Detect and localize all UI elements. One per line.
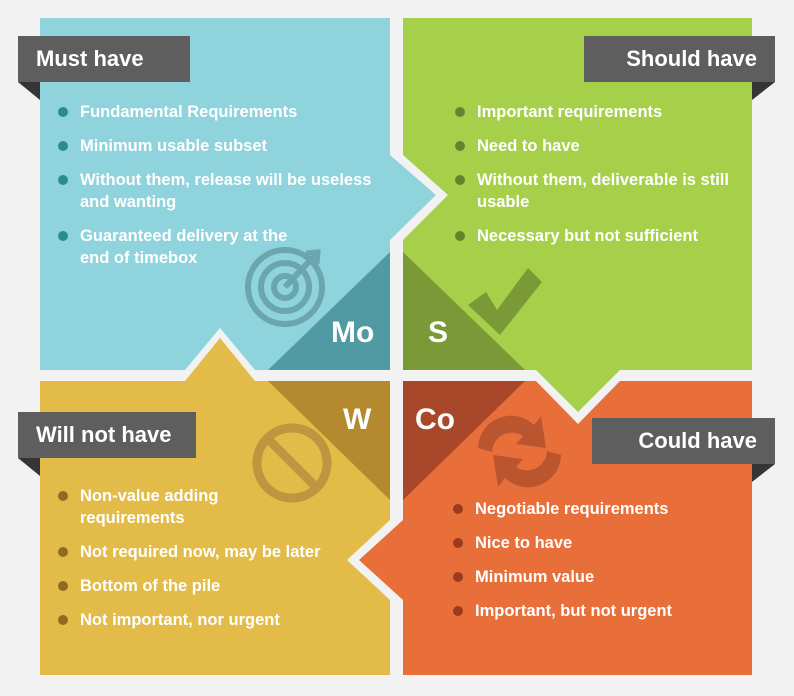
bullet-dot [455, 141, 465, 151]
must-have-label: Must have [36, 46, 144, 71]
could-have-label: Could have [638, 428, 757, 453]
could-letter: Co [415, 403, 455, 436]
bullet-dot [58, 581, 68, 591]
list-item: Important, but not urgent [453, 600, 753, 622]
should-have-label: Should have [626, 46, 757, 71]
must-center-triangle [268, 252, 390, 370]
could-have-list: Negotiable requirements Nice to have Min… [453, 498, 753, 634]
bullet-dot [58, 615, 68, 625]
list-item: Non-value adding requirements [58, 485, 270, 529]
list-item: Not important, nor urgent [58, 609, 388, 631]
list-item: Negotiable requirements [453, 498, 753, 520]
will-not-letter: W [343, 403, 372, 436]
list-item: Necessary but not sufficient [455, 225, 755, 247]
list-item: Not required now, may be later [58, 541, 388, 563]
bullet-dot [453, 606, 463, 616]
bullet-dot [455, 175, 465, 185]
could-center-triangle [403, 381, 525, 500]
could-tab-fold [752, 464, 775, 482]
should-letter: S [428, 316, 449, 349]
must-have-tab: Must have [18, 36, 190, 82]
list-item: Guaranteed delivery at the end of timebo… [58, 225, 290, 269]
will-not-have-tab: Will not have [18, 412, 196, 458]
should-center-triangle [403, 252, 525, 370]
list-item: Without them, release will be useless an… [58, 169, 388, 213]
bullet-dot [453, 504, 463, 514]
should-have-list: Important requirements Need to have With… [455, 101, 755, 259]
must-tab-fold [18, 82, 40, 100]
will-not-tab-fold [18, 458, 40, 476]
should-tab-fold [752, 82, 775, 100]
bullet-dot [58, 547, 68, 557]
prohibited-icon [252, 423, 332, 503]
must-have-list: Fundamental Requirements Minimum usable … [58, 101, 388, 281]
bullet-dot [58, 231, 68, 241]
target-icon [245, 247, 325, 327]
list-item: Important requirements [455, 101, 755, 123]
must-quadrant [40, 18, 436, 370]
bullet-dot [58, 175, 68, 185]
list-item: Need to have [455, 135, 755, 157]
bullet-dot [455, 107, 465, 117]
list-item: Nice to have [453, 532, 753, 554]
must-letter: Mo [331, 316, 375, 349]
list-item: Without them, deliverable is still usabl… [455, 169, 767, 213]
bullet-dot [453, 572, 463, 582]
list-item: Minimum usable subset [58, 135, 388, 157]
bullet-dot [453, 538, 463, 548]
list-item: Fundamental Requirements [58, 101, 388, 123]
bullet-dot [455, 231, 465, 241]
bullet-dot [58, 491, 68, 501]
bullet-dot [58, 141, 68, 151]
will-not-center-triangle [268, 381, 390, 500]
refresh-arrows-icon [478, 415, 561, 488]
list-item: Minimum value [453, 566, 753, 588]
could-have-tab: Could have [592, 418, 775, 464]
bullet-dot [58, 107, 68, 117]
list-item: Bottom of the pile [58, 575, 388, 597]
checkmark-icon [468, 268, 542, 335]
will-not-have-list: Non-value adding requirements Not requir… [58, 485, 388, 643]
should-have-tab: Should have [584, 36, 775, 82]
will-not-have-label: Will not have [36, 422, 172, 447]
